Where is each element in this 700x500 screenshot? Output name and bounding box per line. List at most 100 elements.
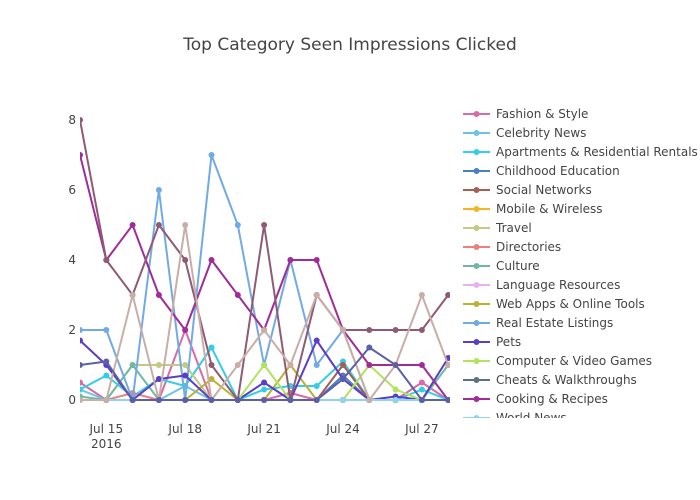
data-point — [261, 222, 268, 228]
data-point — [234, 362, 241, 368]
data-point — [182, 257, 189, 263]
legend-item[interactable]: Celebrity News — [463, 126, 586, 140]
legend-swatch-marker — [473, 206, 480, 212]
data-point — [80, 397, 83, 403]
legend-label: Travel — [495, 221, 532, 235]
legend-swatch-marker — [473, 301, 480, 307]
legend-swatch-marker — [473, 339, 480, 345]
data-point — [313, 292, 320, 298]
data-point — [418, 386, 425, 393]
data-point — [366, 362, 373, 368]
series-19 — [80, 344, 450, 403]
legend-swatch-marker — [473, 130, 480, 136]
data-point — [208, 152, 215, 158]
data-point — [261, 362, 268, 368]
data-point — [287, 257, 294, 263]
data-point — [340, 376, 346, 382]
chart-title: Top Category Seen Impressions Clicked — [182, 35, 517, 55]
data-point — [103, 257, 110, 263]
data-point — [129, 362, 136, 368]
legend-item[interactable]: Cooking & Recipes — [463, 392, 608, 406]
data-point — [80, 152, 83, 158]
data-point — [313, 397, 320, 403]
legend-label: Culture — [496, 259, 540, 273]
legend-item[interactable]: Real Estate Listings — [463, 316, 613, 330]
legend-label: Directories — [496, 240, 561, 254]
series-line — [80, 119, 449, 401]
data-point — [340, 397, 346, 403]
legend-swatch-marker — [473, 244, 480, 250]
legend-swatch-marker — [473, 168, 480, 174]
data-point — [129, 292, 136, 298]
data-point — [261, 379, 268, 386]
legend-item[interactable]: Childhood Education — [463, 164, 620, 178]
data-point — [234, 397, 241, 403]
legend-item[interactable]: Fashion & Style — [463, 107, 588, 121]
x-tick-label: Jul 15 — [89, 422, 124, 436]
data-point — [80, 379, 83, 386]
data-point — [366, 327, 373, 333]
data-point — [80, 362, 83, 368]
legend-item[interactable]: Apartments & Residential Rentals — [463, 145, 698, 159]
data-point — [208, 344, 215, 351]
legend-label: Celebrity News — [496, 126, 586, 140]
legend-item[interactable]: Web Apps & Online Tools — [463, 297, 645, 311]
data-point — [155, 187, 162, 193]
y-tick-label: 0 — [68, 393, 76, 407]
legend-label: Social Networks — [496, 183, 592, 197]
legend-item[interactable]: Travel — [463, 221, 532, 235]
legend-item[interactable]: Culture — [463, 259, 540, 273]
data-point — [80, 117, 83, 123]
data-point — [182, 362, 189, 368]
data-point — [182, 222, 189, 228]
legend-swatch-marker — [473, 187, 480, 193]
legend-label: Computer & Video Games — [496, 354, 652, 368]
data-point — [366, 344, 373, 351]
data-point — [313, 362, 320, 368]
y-axis: 0 2 4 6 8 — [68, 113, 76, 407]
legend-item[interactable]: World News — [463, 411, 567, 425]
data-point — [208, 397, 215, 403]
legend-swatch-marker — [473, 358, 480, 364]
data-point — [418, 327, 425, 333]
data-point — [155, 292, 162, 298]
data-point — [418, 379, 425, 386]
legend-item[interactable]: Mobile & Wireless — [463, 202, 603, 216]
data-point — [392, 386, 399, 393]
legend-swatch-marker — [473, 396, 480, 402]
legend-item[interactable]: Cheats & Walkthroughs — [463, 373, 637, 387]
data-point — [103, 358, 110, 365]
data-point — [208, 376, 215, 382]
data-point — [182, 372, 189, 379]
legend-swatch-marker — [473, 111, 480, 117]
y-tick-label: 4 — [68, 253, 76, 267]
data-point — [313, 337, 320, 344]
data-point — [392, 327, 399, 333]
data-point — [418, 397, 425, 403]
legend-label: Real Estate Listings — [496, 316, 613, 330]
data-point — [234, 222, 241, 228]
data-point — [445, 362, 450, 368]
legend-item[interactable]: Social Networks — [463, 183, 592, 197]
legend-label: Language Resources — [496, 278, 620, 292]
x-tick-label: Jul 18 — [167, 422, 202, 436]
data-point — [103, 327, 110, 333]
legend-item[interactable]: Language Resources — [463, 278, 620, 292]
legend-label: World News — [496, 411, 567, 425]
legend-item[interactable]: Directories — [463, 240, 561, 254]
legend-label: Cooking & Recipes — [496, 392, 608, 406]
data-point — [445, 292, 450, 298]
data-point — [445, 397, 450, 403]
legend-swatch-marker — [473, 282, 480, 288]
data-point — [155, 376, 162, 382]
data-point — [155, 362, 162, 368]
legend-item[interactable]: Pets — [463, 335, 521, 349]
data-point — [287, 397, 294, 403]
series-18 — [80, 222, 450, 403]
data-point — [313, 383, 320, 389]
data-point — [129, 222, 136, 228]
legend-item[interactable]: Computer & Video Games — [463, 354, 652, 368]
data-point — [129, 397, 136, 403]
legend[interactable]: Fashion & Style Celebrity News Apartments … — [463, 107, 698, 425]
